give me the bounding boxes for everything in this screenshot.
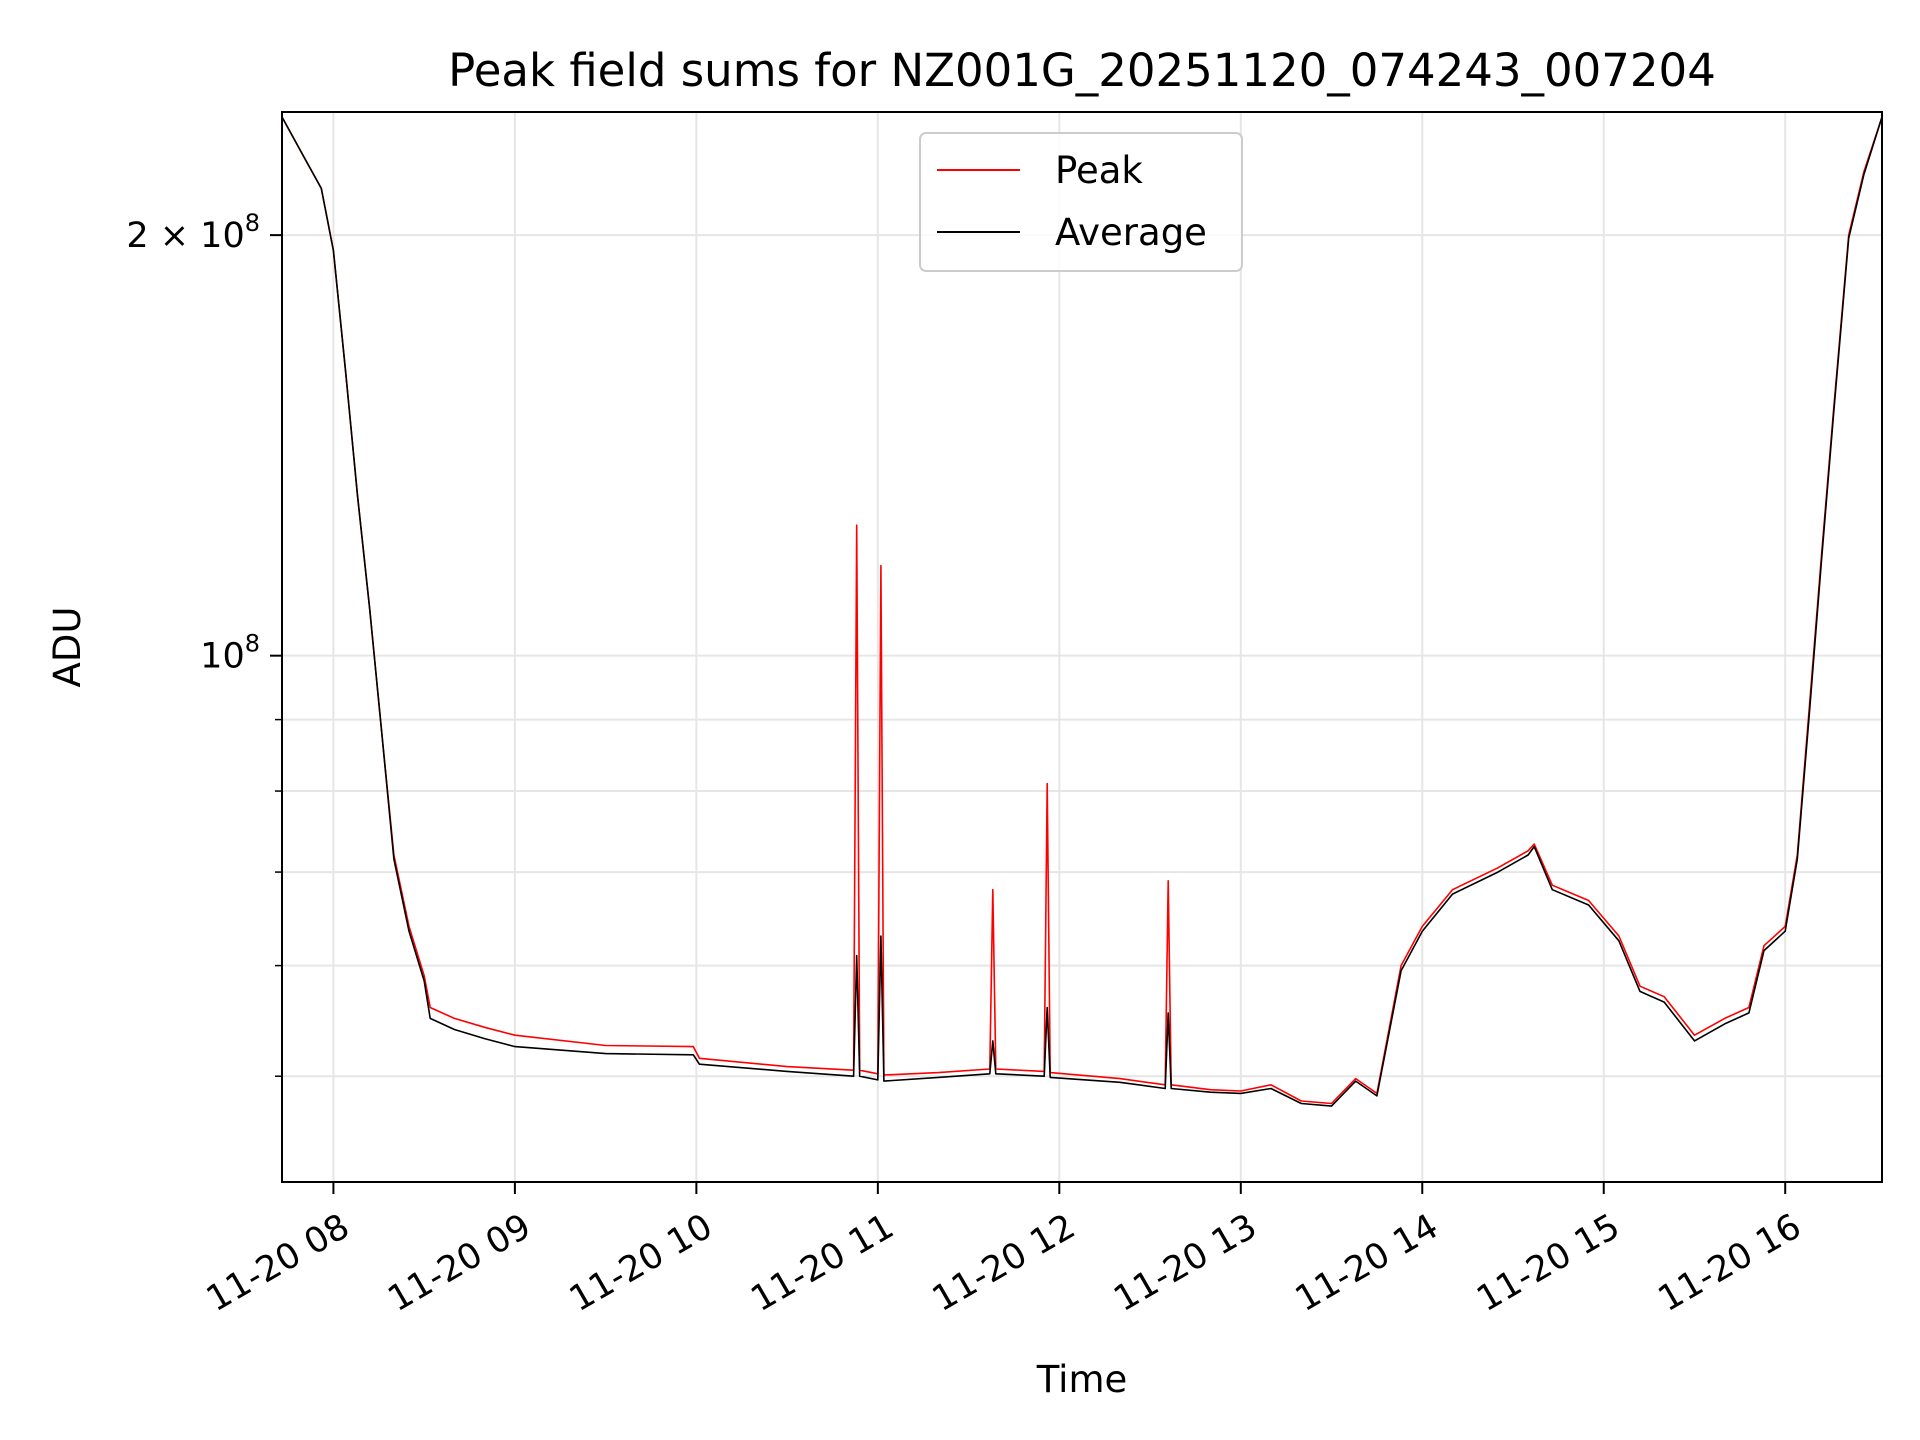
- legend-label-peak: Peak: [1055, 149, 1143, 192]
- x-axis-label: Time: [1036, 1358, 1128, 1401]
- y-tick-label-text: 108: [200, 630, 260, 677]
- series-line-average: [282, 116, 1882, 1107]
- plot-frame: [281, 111, 1883, 1183]
- legend-label-average: Average: [1055, 211, 1207, 254]
- y-tick-label: 2 × 108: [126, 209, 260, 256]
- y-tick-mantissa: 2 ×: [126, 216, 200, 256]
- y-tick-label-text: 2 × 108: [126, 209, 260, 256]
- chart-title: Peak field sums for NZ001G_20251120_0742…: [448, 44, 1716, 97]
- y-tick-exponent: 8: [245, 630, 260, 658]
- plot-series: [282, 116, 1882, 1107]
- legend: Peak Average: [919, 132, 1243, 272]
- y-tick-label: 108: [200, 630, 260, 677]
- series-line-peak: [282, 116, 1882, 1105]
- y-axis-label: ADU: [46, 607, 89, 688]
- y-tick-exponent: 8: [245, 209, 260, 237]
- legend-box: [919, 132, 1243, 272]
- y-tick-base: 10: [200, 637, 245, 677]
- y-tick-base: 10: [200, 216, 245, 256]
- grid-lines: [282, 112, 1882, 1182]
